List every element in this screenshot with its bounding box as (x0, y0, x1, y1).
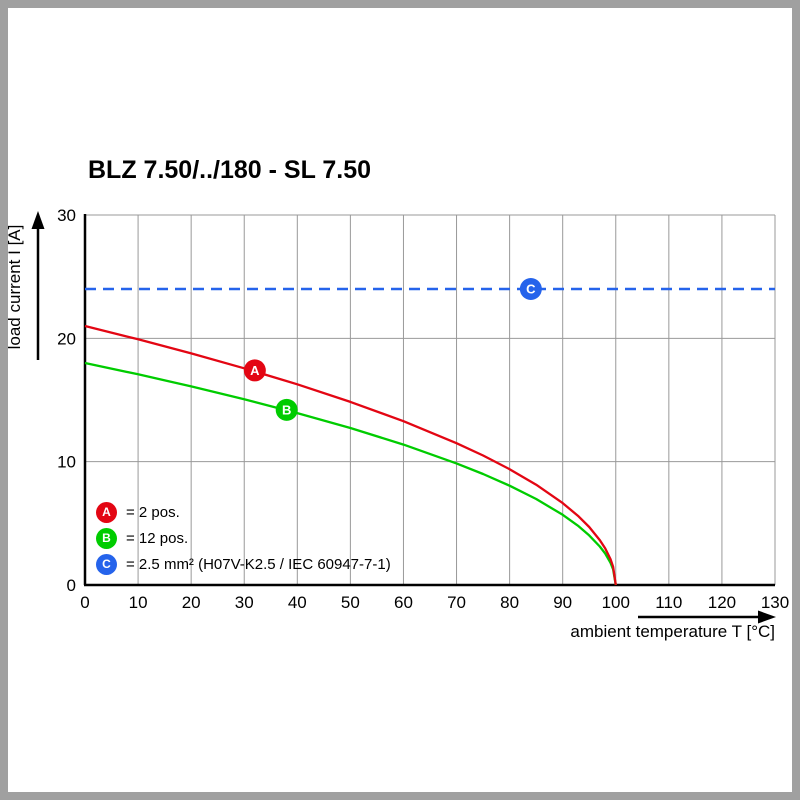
legend-item-b: B = 12 pos. (96, 525, 391, 551)
x-tick-label: 130 (761, 593, 789, 612)
legend-item-a: A = 2 pos. (96, 499, 391, 525)
legend-label-b: = 12 pos. (126, 529, 189, 547)
x-tick-label: 40 (288, 593, 307, 612)
chart-title: BLZ 7.50/../180 - SL 7.50 (88, 156, 372, 184)
x-axis-label: ambient temperature T [°C] (570, 622, 775, 641)
y-tick-label: 0 (67, 576, 76, 595)
x-tick-label: 10 (129, 593, 148, 612)
x-tick-label: 80 (500, 593, 519, 612)
x-tick-label: 100 (602, 593, 630, 612)
x-tick-label: 110 (655, 593, 682, 612)
y-tick-label: 20 (57, 329, 76, 348)
x-tick-label: 0 (80, 593, 89, 612)
x-tick-label: 30 (235, 593, 254, 612)
x-tick-label: 60 (394, 593, 413, 612)
y-axis-arrow-head (31, 211, 45, 229)
x-axis-arrow-head (758, 610, 776, 624)
legend: A = 2 pos. B = 12 pos. C = 2.5 mm² (H07V… (96, 499, 391, 577)
marker-C (519, 278, 542, 300)
legend-item-c: C = 2.5 mm² (H07V-K2.5 / IEC 60947-7-1) (96, 551, 391, 577)
legend-marker-c: C (96, 553, 117, 575)
marker-A-label: A (250, 363, 260, 378)
series-B-line (84, 361, 617, 586)
x-tick-label: 20 (182, 593, 201, 612)
x-tick-label: 120 (708, 593, 736, 612)
legend-label-a: = 2 pos. (126, 503, 180, 521)
legend-label-c: = 2.5 mm² (H07V-K2.5 / IEC 60947-7-1) (126, 555, 391, 573)
y-tick-label: 30 (57, 206, 76, 225)
x-tick-label: 70 (447, 593, 466, 612)
marker-B (275, 398, 298, 421)
x-tick-label: 50 (341, 593, 360, 612)
marker-A (243, 359, 266, 382)
x-tick-label: 90 (553, 593, 572, 612)
marker-C-label: C (526, 282, 536, 297)
marker-B-label: B (282, 402, 291, 417)
legend-marker-a: A (96, 501, 117, 523)
y-tick-label: 10 (57, 453, 76, 472)
legend-marker-b: B (96, 527, 117, 549)
